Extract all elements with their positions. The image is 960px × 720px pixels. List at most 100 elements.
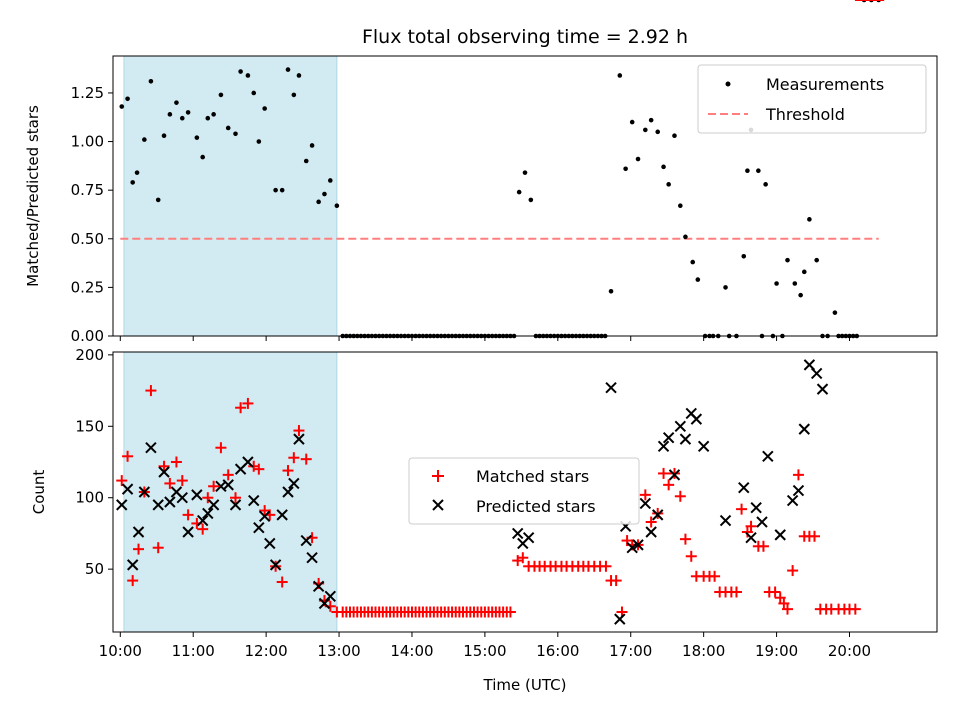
legend-measurements-label: Measurements — [766, 75, 884, 94]
predicted-star-point — [679, 433, 692, 445]
matched-star-point — [504, 606, 516, 618]
measurement-point — [218, 92, 224, 98]
legend-measurements-marker — [725, 81, 731, 87]
top-axes: 0.00 0.25 0.50 0.75 1.00 1.25 Matched/Predict… — [24, 0, 938, 345]
bottom-y-axis-label: Count — [30, 470, 48, 515]
measurement-point — [763, 182, 768, 187]
bottom-legend: Matched stars Predicted stars — [408, 457, 640, 525]
bottom-x-ticks: 10:00 11:00 12:00 13:00 14:00 15:00 16:00 17:00… — [99, 632, 871, 660]
matched-star-point — [741, 526, 753, 538]
predicted-star-point — [222, 479, 234, 491]
predicted-star-point — [207, 499, 220, 511]
measurement-point — [225, 125, 231, 131]
matched-star-point — [282, 465, 294, 477]
matched-star-point — [757, 540, 769, 552]
matched-star-point — [133, 543, 145, 555]
matched-star-point — [849, 603, 861, 615]
matched-star-point — [253, 463, 265, 475]
measurement-point — [672, 133, 677, 139]
matched-star-point — [197, 523, 209, 535]
predicted-star-point — [810, 367, 823, 380]
predicted-star-point — [300, 534, 312, 547]
predicted-star-point — [756, 516, 768, 528]
measurement-point — [741, 253, 747, 259]
top-y-tick-label-3: 0.75 — [71, 181, 104, 199]
bottom-y-tick-label-0: 50 — [85, 560, 104, 578]
predicted-star-point — [674, 420, 687, 432]
bottom-axes-frame — [112, 351, 938, 633]
matched-star-point — [202, 492, 214, 504]
predicted-star-point — [690, 413, 703, 425]
predicted-star-point — [605, 382, 617, 394]
predicted-star-point — [745, 532, 757, 544]
measurement-point — [148, 78, 154, 84]
measurement-point — [161, 133, 167, 139]
matched-star-point — [679, 533, 691, 545]
measurement-point — [155, 197, 161, 203]
matched-star-point — [787, 565, 799, 577]
top-y-tick-label-1: 0.25 — [71, 278, 104, 296]
measurement-point — [285, 67, 291, 72]
predicted-star-point — [652, 509, 664, 521]
chart-title: Flux total observing time = 2.92 h — [362, 26, 688, 48]
matched-star-point — [685, 550, 697, 562]
matched-star-point — [122, 450, 134, 462]
matched-star-point — [176, 475, 188, 487]
measurement-point — [238, 69, 243, 74]
measurement-point — [334, 203, 340, 209]
predicted-star-point — [288, 477, 300, 490]
matched-star-point — [774, 592, 786, 604]
measurement-point — [617, 73, 623, 78]
measurement-point — [648, 117, 654, 123]
predicted-star-point — [242, 456, 254, 468]
predicted-star-point — [152, 499, 164, 511]
legend-predicted-label: Predicted stars — [476, 497, 596, 516]
x-tick-label-9: 19:00 — [755, 642, 798, 660]
legend-matched-label: Matched stars — [476, 467, 589, 486]
bottom-y-tick-label-1: 100 — [75, 489, 104, 507]
legend-matched-marker — [432, 470, 444, 482]
matched-star-point — [235, 402, 247, 414]
measurement-point — [516, 189, 522, 195]
measurement-point — [205, 115, 211, 121]
measurement-point — [756, 168, 761, 174]
matched-star-point — [145, 385, 157, 397]
matched-star-point — [182, 509, 194, 521]
bottom-axes: 10:00 11:00 12:00 13:00 14:00 15:00 16:00 17:00… — [30, 0, 938, 694]
predicted-star-point — [786, 494, 799, 507]
top-y-axis-label: Matched/Predicted stars — [24, 105, 42, 287]
measurement-point — [623, 166, 628, 172]
measurement-point — [801, 269, 807, 275]
bottom-shaded-region — [123, 352, 337, 632]
measurement-point — [832, 310, 838, 315]
predicted-star-point — [196, 514, 209, 527]
matched-star-point — [782, 603, 794, 615]
measurement-point — [683, 234, 688, 240]
top-y-tick-label-0: 0.00 — [71, 327, 104, 345]
predicted-star-point — [798, 423, 810, 435]
measurement-point — [785, 257, 790, 263]
predicted-star-point — [324, 590, 337, 602]
x-tick-label-3: 13:00 — [317, 642, 360, 660]
predicted-star-point — [264, 537, 276, 550]
predicted-star-point — [632, 539, 644, 551]
matched-star-point — [745, 520, 757, 532]
predicted-star-point — [738, 482, 750, 494]
predicted-star-point — [750, 502, 762, 514]
matched-star-point — [215, 442, 227, 454]
predicted-star-point — [269, 559, 282, 571]
top-shaded-region — [123, 56, 337, 336]
measurement-point — [167, 112, 173, 117]
measurement-point — [303, 158, 309, 164]
predicted-star-point — [202, 507, 214, 520]
measurement-point — [643, 127, 648, 133]
x-tick-label-7: 17:00 — [609, 642, 652, 660]
measurement-point — [251, 90, 257, 96]
top-legend-box — [697, 64, 927, 134]
top-x-ticks — [119, 336, 850, 341]
measurement-point — [273, 187, 278, 193]
matched-star-point — [242, 397, 254, 409]
measurement-point — [291, 92, 297, 98]
top-y-ticks: 0.00 0.25 0.50 0.75 1.00 1.25 — [71, 84, 113, 345]
